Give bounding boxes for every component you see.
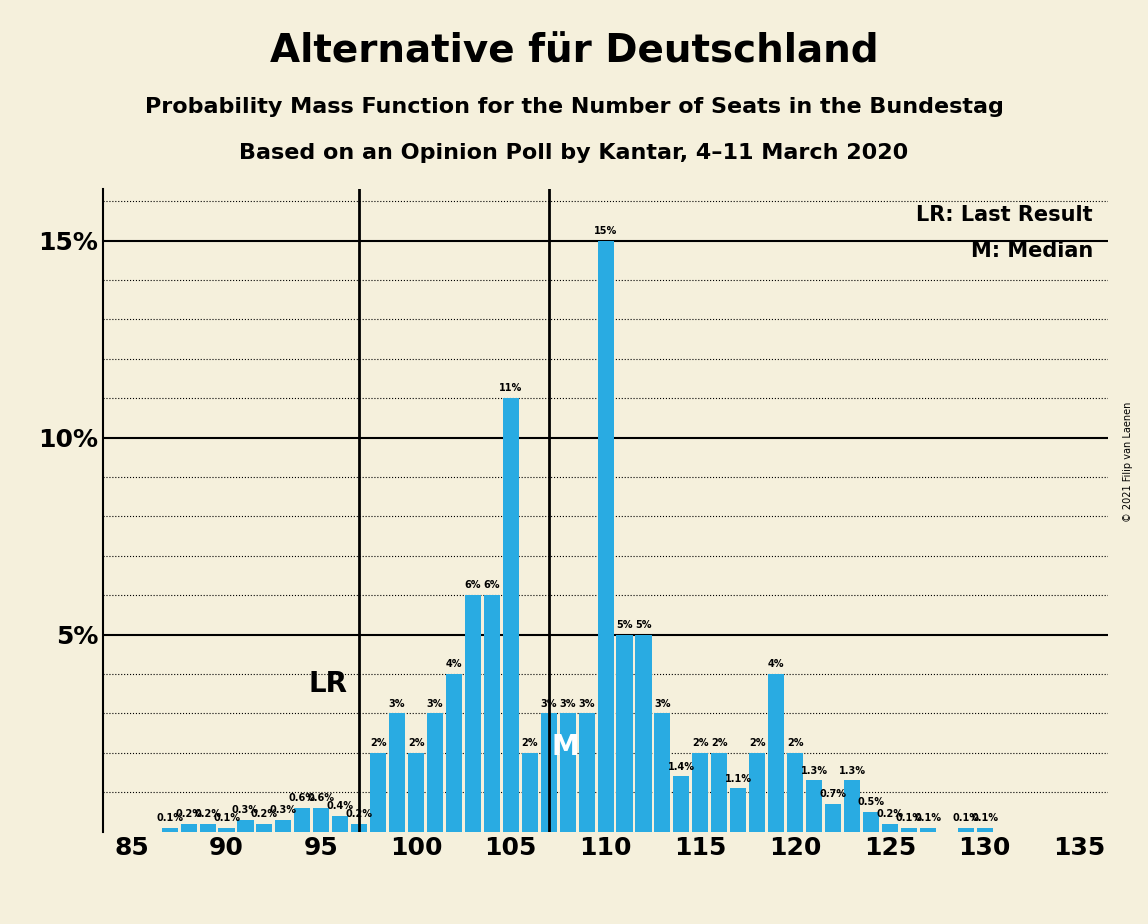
Text: 0.3%: 0.3% xyxy=(270,805,297,815)
Text: 2%: 2% xyxy=(408,738,425,748)
Bar xyxy=(597,240,614,832)
Bar xyxy=(370,753,386,832)
Text: 5%: 5% xyxy=(635,620,652,630)
Text: Alternative für Deutschland: Alternative für Deutschland xyxy=(270,32,878,70)
Bar xyxy=(559,713,575,832)
Bar xyxy=(351,823,367,832)
Bar xyxy=(579,713,595,832)
Bar xyxy=(503,398,519,832)
Text: 3%: 3% xyxy=(559,699,576,709)
Bar xyxy=(465,595,481,832)
Text: 0.6%: 0.6% xyxy=(308,793,335,803)
Bar xyxy=(692,753,708,832)
Bar xyxy=(238,820,254,832)
Bar xyxy=(901,828,917,832)
Text: 0.2%: 0.2% xyxy=(346,809,373,819)
Text: 0.2%: 0.2% xyxy=(194,809,222,819)
Bar xyxy=(806,781,822,832)
Text: Based on an Opinion Poll by Kantar, 4–11 March 2020: Based on an Opinion Poll by Kantar, 4–11… xyxy=(240,143,908,164)
Text: 0.2%: 0.2% xyxy=(251,809,278,819)
Text: 0.3%: 0.3% xyxy=(232,805,259,815)
Bar xyxy=(977,828,993,832)
Bar xyxy=(788,753,804,832)
Text: 1.4%: 1.4% xyxy=(668,761,695,772)
Bar xyxy=(389,713,405,832)
Bar xyxy=(636,635,652,832)
Bar xyxy=(332,816,348,832)
Bar xyxy=(654,713,670,832)
Text: M: Median: M: Median xyxy=(970,241,1093,261)
Text: 3%: 3% xyxy=(579,699,595,709)
Text: 0.2%: 0.2% xyxy=(876,809,903,819)
Text: LR: Last Result: LR: Last Result xyxy=(916,205,1093,225)
Bar xyxy=(162,828,178,832)
Bar xyxy=(920,828,936,832)
Text: © 2021 Filip van Laenen: © 2021 Filip van Laenen xyxy=(1124,402,1133,522)
Bar xyxy=(180,823,196,832)
Bar xyxy=(957,828,974,832)
Bar xyxy=(768,674,784,832)
Bar xyxy=(863,812,879,832)
Text: 3%: 3% xyxy=(427,699,443,709)
Bar xyxy=(712,753,728,832)
Bar xyxy=(483,595,499,832)
Bar xyxy=(408,753,424,832)
Text: 0.6%: 0.6% xyxy=(289,793,316,803)
Text: 2%: 2% xyxy=(786,738,804,748)
Text: 1.3%: 1.3% xyxy=(838,766,866,775)
Text: 0.4%: 0.4% xyxy=(327,801,354,811)
Bar xyxy=(674,776,690,832)
Text: 3%: 3% xyxy=(389,699,405,709)
Text: 0.1%: 0.1% xyxy=(895,813,922,823)
Text: 1.1%: 1.1% xyxy=(724,773,752,784)
Bar xyxy=(256,823,272,832)
Bar xyxy=(616,635,633,832)
Bar xyxy=(445,674,461,832)
Text: 6%: 6% xyxy=(483,580,501,590)
Text: 4%: 4% xyxy=(768,660,784,669)
Bar xyxy=(313,808,329,832)
Bar xyxy=(882,823,898,832)
Text: 2%: 2% xyxy=(711,738,728,748)
Bar xyxy=(200,823,216,832)
Text: 6%: 6% xyxy=(465,580,481,590)
Text: 0.7%: 0.7% xyxy=(820,789,846,799)
Text: 2%: 2% xyxy=(370,738,387,748)
Text: 0.1%: 0.1% xyxy=(971,813,998,823)
Bar xyxy=(844,781,860,832)
Bar xyxy=(825,804,841,832)
Bar xyxy=(750,753,766,832)
Text: 2%: 2% xyxy=(692,738,708,748)
Text: 0.5%: 0.5% xyxy=(858,797,884,808)
Text: 0.1%: 0.1% xyxy=(952,813,979,823)
Text: 3%: 3% xyxy=(654,699,670,709)
Text: 2%: 2% xyxy=(748,738,766,748)
Text: 0.1%: 0.1% xyxy=(214,813,240,823)
Text: 15%: 15% xyxy=(594,225,618,236)
Text: 3%: 3% xyxy=(541,699,557,709)
Bar xyxy=(730,788,746,832)
Bar xyxy=(427,713,443,832)
Text: LR: LR xyxy=(309,670,348,698)
Text: 2%: 2% xyxy=(521,738,538,748)
Bar xyxy=(521,753,537,832)
Text: 4%: 4% xyxy=(445,660,463,669)
Text: Probability Mass Function for the Number of Seats in the Bundestag: Probability Mass Function for the Number… xyxy=(145,97,1003,117)
Text: 0.1%: 0.1% xyxy=(156,813,184,823)
Text: 0.1%: 0.1% xyxy=(914,813,941,823)
Bar xyxy=(541,713,557,832)
Text: M: M xyxy=(551,733,580,760)
Bar xyxy=(294,808,310,832)
Bar xyxy=(276,820,292,832)
Text: 1.3%: 1.3% xyxy=(800,766,828,775)
Text: 0.2%: 0.2% xyxy=(176,809,202,819)
Text: 5%: 5% xyxy=(616,620,633,630)
Bar xyxy=(218,828,234,832)
Text: 11%: 11% xyxy=(499,383,522,394)
